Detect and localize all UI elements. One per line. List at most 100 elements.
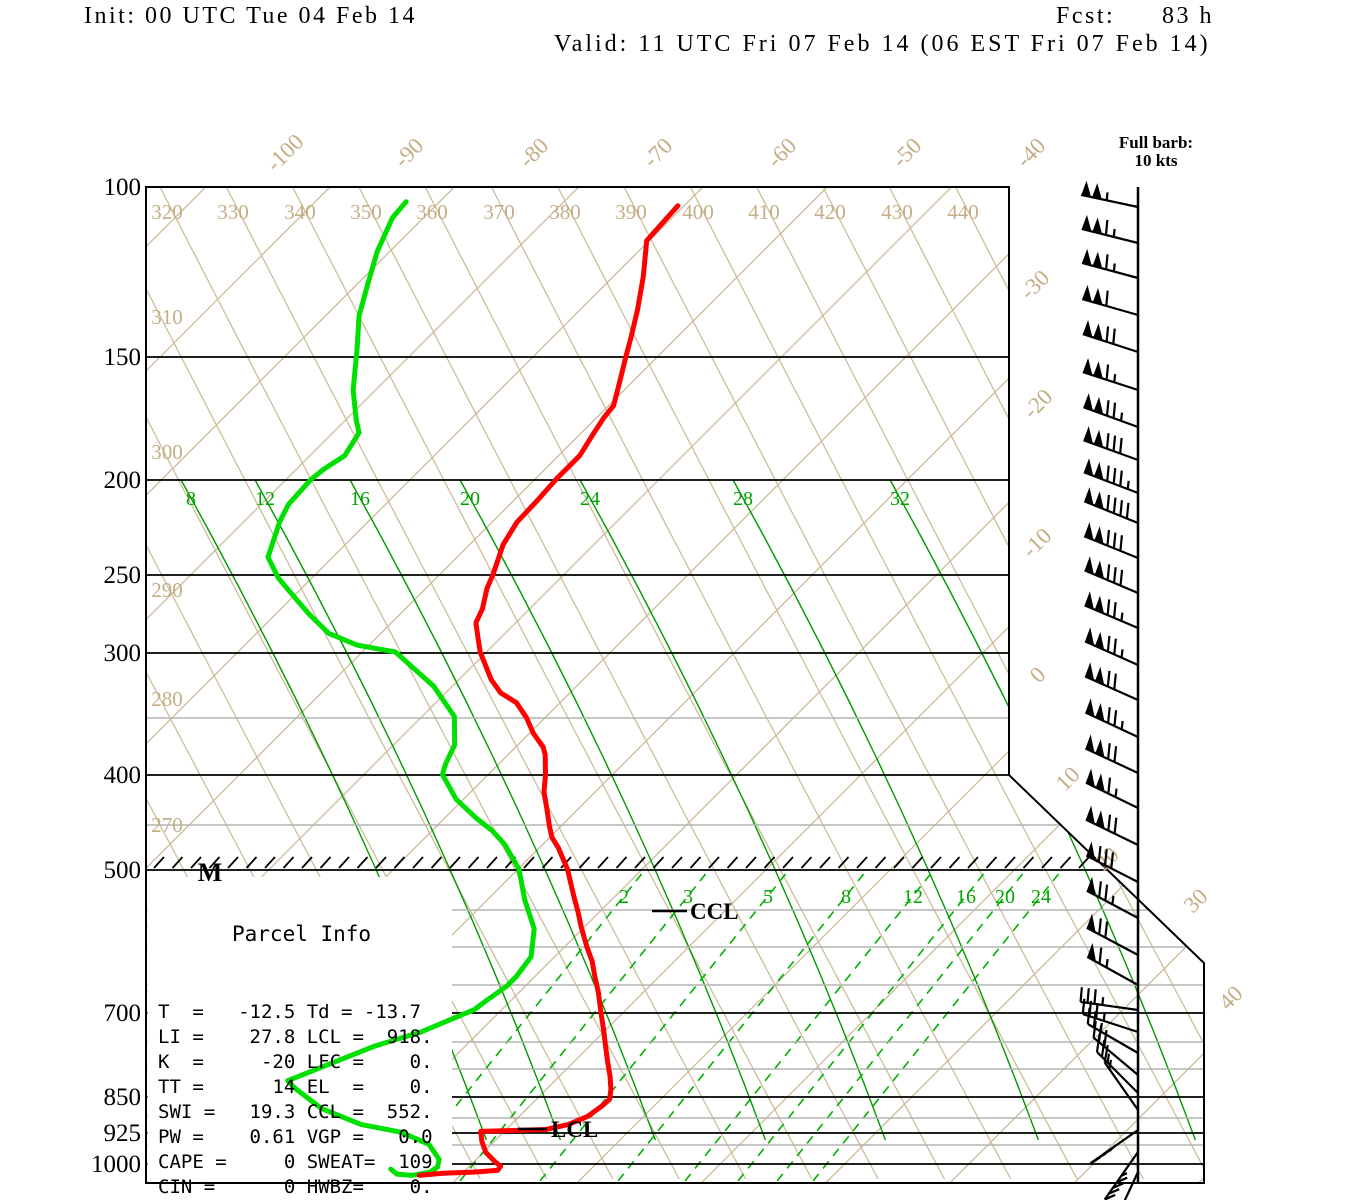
isentrope-label: 440 [947,200,979,224]
wind-barb-legend-line2: 10 kts [1134,151,1178,170]
ccl-marker: CCL [690,899,739,924]
isentrope-label: 350 [350,200,382,224]
pressure-label: 300 [104,640,142,667]
right-temp-label: -30 [1015,265,1054,304]
right-temp-label: 30 [1179,884,1213,918]
wind-barb [1083,522,1139,560]
parcel-info-line: CIN = 0 HWBZ= 0. [158,1176,433,1198]
pressure-label: 150 [104,344,142,371]
wind-barb-legend: Full barb: 10 kts [1094,134,1218,170]
moist-adiabat-label: 12 [255,488,275,510]
wind-barb [1123,1171,1139,1200]
mixing-ratio-label: 3 [683,886,693,908]
level-markers: CCL LCL M [198,858,739,1142]
wind-barb [1085,768,1139,809]
pressure-label: 925 [104,1120,142,1147]
wind-barb [1086,913,1139,956]
forecast-hour-value: 83 h [1162,3,1214,29]
moist-adiabat-label: 16 [350,488,370,510]
pressure-label: 1000 [91,1151,141,1178]
wind-barb [1081,214,1139,245]
isentrope-label: 310 [151,305,183,329]
mixing-ratio-label: 16 [956,886,976,908]
top-temp-label: -40 [1011,133,1050,172]
isentrope-label: 360 [416,200,448,224]
wind-barb [1085,841,1139,883]
parcel-info-line: CAPE = 0 SWEAT= 109 [158,1151,433,1173]
freezing-hatch [153,856,1090,869]
wind-barb [1089,1129,1139,1165]
parcel-info-line: T = -12.5 Td = -13.7 [158,1001,422,1023]
mixing-ratio-label: 12 [903,886,923,908]
mixing-ratio-label: 24 [1031,886,1051,908]
isentrope-label: 390 [615,200,647,224]
pressure-label: 250 [104,562,142,589]
isentrope-label: 320 [151,200,183,224]
moist-adiabat-label: 24 [580,488,600,510]
mixing-ratio-label: 8 [841,886,851,908]
pressure-label: 500 [104,857,142,884]
wind-barb [1083,426,1139,462]
right-temp-label: 0 [1025,662,1051,688]
wind-barb [1083,487,1139,525]
wind-barb [1084,698,1139,738]
isentrope-label: 380 [549,200,581,224]
wind-barb [1082,319,1139,354]
temperature-curve [416,203,681,1178]
melting-level-marker: M [198,858,223,887]
isentrope-label: 340 [284,200,316,224]
wind-barb [1086,942,1139,986]
isentrope-label: 290 [151,578,183,602]
wind-barb [1086,876,1139,919]
mixing-ratio-label: 20 [995,886,1015,908]
parcel-info-line: SWI = 19.3 CCL = 552. [158,1101,433,1123]
top-temp-label: -90 [389,133,428,172]
moist-adiabat-label: 32 [890,488,910,510]
wind-barb [1084,734,1139,774]
right-temp-label: 10 [1051,762,1085,796]
wind-barbs [1079,180,1140,1200]
wind-barb [1084,591,1139,630]
pressure-label: 200 [104,467,142,494]
top-temp-label: -80 [514,133,553,172]
parcel-info-lines: T = -12.5 Td = -13.7 LI = 27.8 LCL = 918.… [158,1000,433,1200]
dewpoint-curve [265,199,537,1178]
isentrope-label: 270 [151,813,183,837]
wind-barb [1081,284,1139,317]
right-temp-label: 40 [1214,981,1248,1015]
wind-barb [1084,662,1139,702]
pressure-label: 700 [104,1000,142,1027]
lcl-marker: LCL [551,1117,598,1142]
parcel-info-line: LI = 27.8 LCL = 918. [158,1026,433,1048]
wind-barb [1081,248,1139,280]
top-temp-label: -60 [762,133,801,172]
isentrope-label: 420 [814,200,846,224]
isentrope-label: 280 [151,687,183,711]
mixing-ratio-label: 5 [763,886,773,908]
top-temp-label: -50 [887,133,926,172]
parcel-info-line: PW = 0.61 VGP = 0.0 [158,1126,433,1148]
pressure-label: 100 [104,174,142,201]
init-time-label: Init: 00 UTC Tue 04 Feb 14 [84,3,418,29]
right-temp-label: -10 [1017,523,1056,562]
wind-barb [1084,627,1139,667]
parcel-info-title: Parcel Info [232,922,372,946]
wind-barb [1083,458,1139,495]
mixing-ratio-lines [393,873,1060,1183]
moist-adiabat-label: 20 [460,488,480,510]
parcel-info-panel: Parcel Info T = -12.5 Td = -13.7 LI = 27.… [158,872,433,1200]
valid-time-label: Valid: 11 UTC Fri 07 Feb 14 (06 EST Fri … [554,31,1211,57]
wind-barb [1085,805,1139,846]
pressure-label: 850 [104,1084,142,1111]
top-temp-label: -100 [261,129,308,176]
mixing-ratio-label: 2 [619,886,629,908]
top-temp-label: -70 [638,133,677,172]
parcel-info-line: TT = 14 EL = 0. [158,1076,433,1098]
wind-barb [1083,393,1139,429]
parcel-info-line: K = -20 LFC = 0. [158,1051,433,1073]
wind-barb [1103,1151,1139,1200]
plot-border [145,186,1205,1184]
wind-barb [1081,180,1139,209]
